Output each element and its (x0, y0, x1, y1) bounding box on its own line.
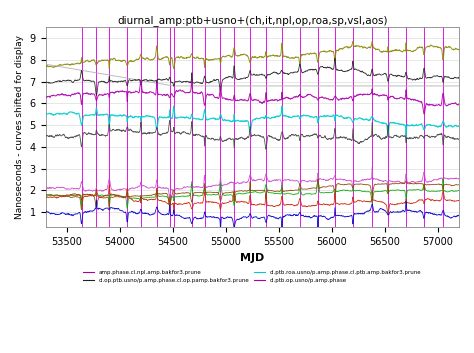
X-axis label: MJD: MJD (240, 253, 264, 263)
Legend: amp.phase.cl.npl.amp.bakfor3.prune, cl.op.ptb.usno/p.amp.phase.cl.op.pamp.bakfor: amp.phase.cl.npl.amp.bakfor3.prune, cl.o… (81, 268, 423, 285)
Title: diurnal_amp:ptb+usno+(ch,it,npl,op,roa,sp,vsl,aos): diurnal_amp:ptb+usno+(ch,it,npl,op,roa,s… (117, 15, 388, 26)
Y-axis label: Nanoseconds - curves shifted for display: Nanoseconds - curves shifted for display (15, 35, 24, 219)
